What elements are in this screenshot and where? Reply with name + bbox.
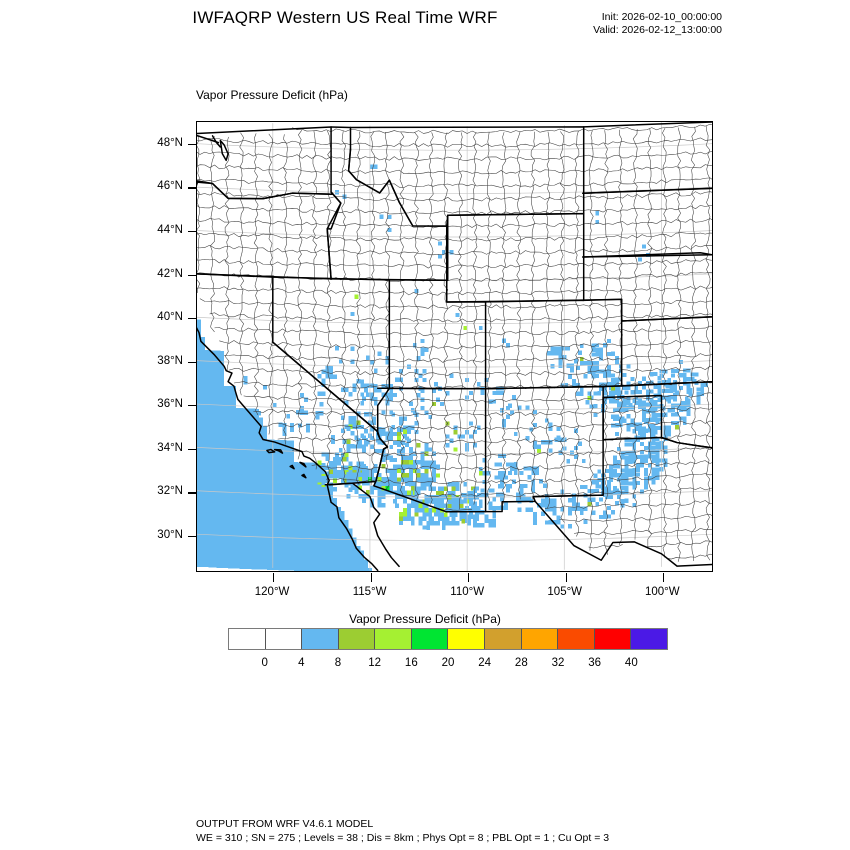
colorbar-cell-6[interactable] [448, 629, 486, 649]
lat-label: 40°N [157, 311, 183, 324]
colorbar-label: 4 [298, 657, 305, 669]
lat-tick [188, 274, 197, 276]
colorbar-cell-3[interactable] [338, 629, 376, 649]
footer-line-config: WE = 310 ; SN = 275 ; Levels = 38 ; Dis … [196, 831, 610, 844]
model-config-footer: OUTPUT FROM WRF V4.6.1 MODEL WE = 310 ; … [196, 818, 609, 845]
lat-tick [188, 448, 197, 451]
colorbar-cell-9[interactable] [558, 629, 595, 649]
lat-tick [188, 318, 197, 320]
lat-label: 44°N [157, 223, 183, 236]
colorbar[interactable] [228, 628, 668, 650]
plot-subtitle: Vapor Pressure Deficit (hPa) [196, 88, 348, 102]
colorbar-label: 16 [404, 657, 418, 669]
colorbar-label: 20 [441, 657, 455, 669]
colorbar-label: 40 [624, 657, 638, 669]
colorbar-cell-0[interactable] [229, 629, 266, 649]
lat-tick [188, 187, 197, 189]
lon-label: 100°W [644, 586, 680, 598]
init-time-label: Init: 2026-02-10_00:00:00 [601, 11, 722, 23]
footer-line-model: OUTPUT FROM WRF V4.6.1 MODEL [196, 818, 374, 830]
colorbar-cell-10[interactable] [594, 629, 632, 649]
valid-time-label: Valid: 2026-02-12_13:00:00 [593, 24, 722, 36]
lat-label: 36°N [157, 398, 183, 411]
lon-tick [468, 573, 470, 582]
colorbar-cell-8[interactable] [521, 629, 559, 649]
lat-tick [188, 535, 197, 538]
lat-label: 38°N [157, 354, 183, 367]
colorbar-label: 28 [514, 657, 528, 669]
lat-tick [188, 143, 197, 145]
colorbar-tick-labels: 0 4 8 12 16 20 24 28 32 36 40 [228, 657, 668, 673]
lon-label: 105°W [547, 586, 583, 598]
colorbar-cell-2[interactable] [302, 629, 339, 649]
colorbar-label: 12 [368, 657, 382, 669]
lon-tick [565, 573, 567, 582]
lat-label: 46°N [157, 180, 183, 193]
page-title: IWFAQRP Western US Real Time WRF [192, 8, 498, 27]
colorbar-label: 32 [551, 657, 565, 669]
colorbar-cell-4[interactable] [375, 629, 412, 649]
lon-label: 115°W [352, 586, 387, 598]
lon-label: 110°W [450, 586, 485, 598]
lon-tick [663, 573, 665, 582]
lat-tick [188, 230, 197, 233]
model-run-times: Init: 2026-02-10_00:00:00 Valid: 2026-02… [593, 11, 722, 37]
lat-label: 48°N [157, 136, 183, 149]
lat-tick [188, 361, 197, 363]
colorbar-label: 0 [261, 657, 268, 669]
lat-tick [188, 405, 197, 407]
colorbar-label: 24 [478, 657, 492, 669]
colorbar-cell-7[interactable] [485, 629, 522, 649]
colorbar-label: 36 [588, 657, 602, 669]
lat-tick [188, 492, 197, 494]
lon-tick [273, 573, 275, 582]
lat-label: 32°N [157, 485, 183, 498]
lat-label: 42°N [157, 267, 183, 280]
colorbar-cell-5[interactable] [411, 629, 449, 649]
lon-tick [370, 573, 372, 582]
colorbar-label: 8 [334, 657, 342, 669]
colorbar-cell-1[interactable] [265, 629, 303, 649]
lat-label: 30°N [157, 528, 183, 541]
lon-label: 120°W [254, 586, 290, 598]
colorbar-title: Vapor Pressure Deficit (hPa) [349, 612, 501, 626]
lat-label: 34°N [157, 441, 183, 454]
map-plot-area[interactable] [188, 121, 713, 582]
colorbar-cell-11[interactable] [631, 629, 667, 649]
vpd-map [197, 122, 712, 571]
